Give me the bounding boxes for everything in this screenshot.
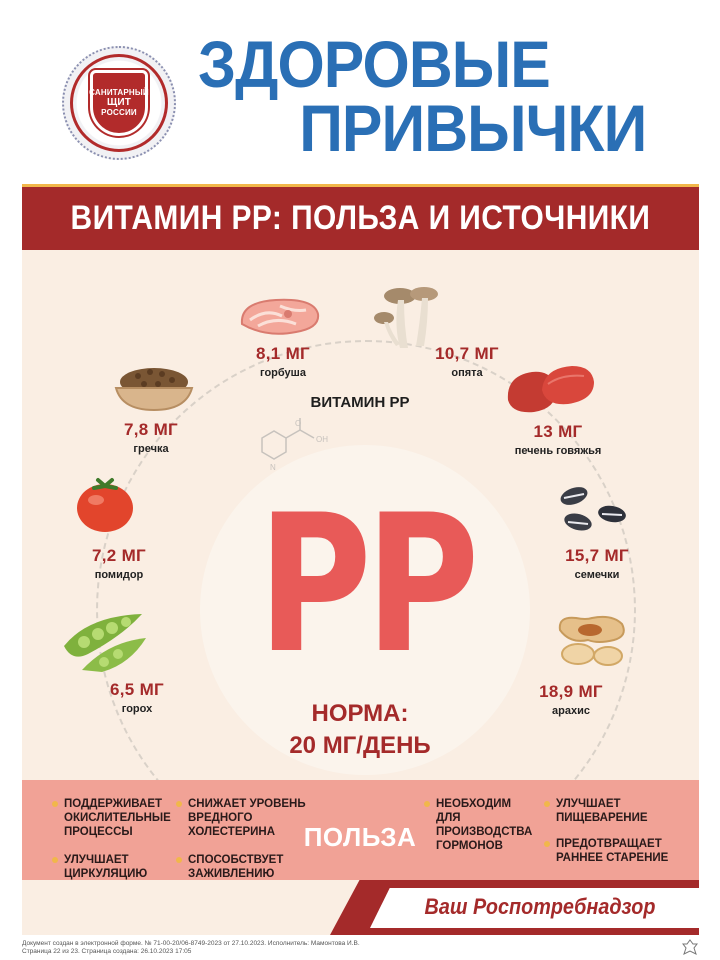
peanut-icon	[558, 615, 625, 666]
emblem-icon	[682, 939, 698, 955]
source-name: арахис	[552, 705, 590, 717]
benefit-item: НЕОБХОДИМ ДЛЯ ПРОИЗВОДСТВА ГОРМОНОВ	[424, 797, 534, 853]
sanitary-shield-logo: САНИТАРНЫЙ ЩИТ РОССИИ	[62, 46, 176, 160]
source-item-opyata: 10,7 МГ опята	[422, 344, 512, 379]
source-item-tomato: 7,2 МГ помидор	[74, 546, 164, 581]
buckwheat-bowl-icon	[114, 368, 194, 412]
source-name: семечки	[574, 569, 620, 581]
banner-text: ВИТАМИН РР: ПОЛЬЗА И ИСТОЧНИКИ	[70, 199, 651, 237]
source-item-seeds: 15,7 МГ семечки	[552, 546, 642, 581]
logo-text-line1: САНИТАРНЫЙ	[89, 88, 149, 97]
beef-liver-icon	[507, 366, 594, 413]
molecule-oh-label: OH	[316, 435, 328, 444]
title-line1: ЗДОРОВЫЕ	[198, 27, 551, 101]
mushroom-icon	[374, 287, 438, 348]
benefit-item: СНИЖАЕТ УРОВЕНЬ ВРЕДНОГО ХОЛЕСТЕРИНА	[176, 797, 308, 839]
logo-text-line3: РОССИИ	[101, 108, 137, 117]
nicotinic-acid-molecule-icon: O OH N	[261, 418, 328, 472]
logo-text-line2: ЩИТ	[106, 97, 132, 108]
molecule-o-label: O	[295, 419, 301, 428]
benefits-heading: ПОЛЬЗА	[303, 822, 417, 852]
molecule-n-label: N	[270, 463, 276, 472]
norm-label: НОРМА:	[311, 700, 409, 727]
vitamin-label: ВИТАМИН РР	[310, 394, 410, 411]
source-amount: 15,7 МГ	[565, 546, 629, 565]
source-amount: 6,5 МГ	[110, 680, 164, 699]
source-name: опята	[451, 367, 483, 379]
tomato-icon	[77, 478, 133, 532]
source-item-gorbusha: 8,1 МГ горбуша	[238, 344, 328, 379]
brand-text: Ваш Роспотребнадзор	[424, 894, 656, 919]
salmon-steak-icon	[240, 298, 320, 335]
shield-icon: САНИТАРНЫЙ ЩИТ РОССИИ	[89, 70, 149, 136]
source-name: горох	[121, 703, 153, 715]
source-amount: 7,8 МГ	[124, 420, 178, 439]
title-line2: ПРИВЫЧКИ	[299, 91, 647, 165]
brand-plate	[370, 888, 699, 928]
source-item-peanut: 18,9 МГ арахис	[526, 682, 616, 717]
center-disc	[200, 445, 530, 775]
page-title: ЗДОРОВЫЕ ПРИВЫЧКИ	[198, 31, 647, 165]
source-amount: 7,2 МГ	[92, 546, 146, 565]
pp-letters: PP	[245, 470, 485, 700]
source-name: печень говяжья	[514, 445, 602, 457]
source-name: помидор	[94, 569, 144, 581]
benefit-item: ПОДДЕРЖИВАЕТ ОКИСЛИТЕЛЬНЫЕ ПРОЦЕССЫ	[52, 797, 171, 839]
norm-value: 20 МГ/ДЕНЬ	[289, 732, 431, 759]
daily-norm: НОРМА: 20 МГ/ДЕНЬ	[250, 700, 470, 760]
benefit-item: УЛУЧШАЕТ ПИЩЕВАРЕНИЕ	[544, 797, 664, 825]
logo-ring	[70, 54, 168, 152]
source-name: гречка	[133, 443, 169, 455]
source-item-peas: 6,5 МГ горох	[92, 680, 182, 715]
pp-text: PP	[257, 474, 479, 695]
sunflower-seeds-icon	[560, 487, 626, 531]
benefit-item: ПРЕДОТВРАЩАЕТ РАННЕЕ СТАРЕНИЕ	[544, 837, 674, 865]
source-name: горбуша	[260, 367, 306, 379]
pea-pod-icon	[64, 614, 146, 672]
source-item-buckwheat: 7,8 МГ гречка	[106, 420, 196, 455]
doc-line2: Страница 22 из 23. Страница создана: 26.…	[22, 948, 192, 955]
source-amount: 13 МГ	[533, 422, 583, 441]
benefits-panel	[22, 780, 699, 880]
source-amount: 10,7 МГ	[435, 344, 499, 363]
source-amount: 8,1 МГ	[256, 344, 310, 363]
document-footnote: Документ создан в электронной форме. № 7…	[22, 940, 360, 956]
section-banner: ВИТАМИН РР: ПОЛЬЗА И ИСТОЧНИКИ	[22, 184, 699, 250]
source-amount: 18,9 МГ	[539, 682, 603, 701]
doc-line1: Документ создан в электронной форме. № 7…	[22, 940, 360, 947]
source-item-liver: 13 МГ печень говяжья	[498, 422, 618, 457]
